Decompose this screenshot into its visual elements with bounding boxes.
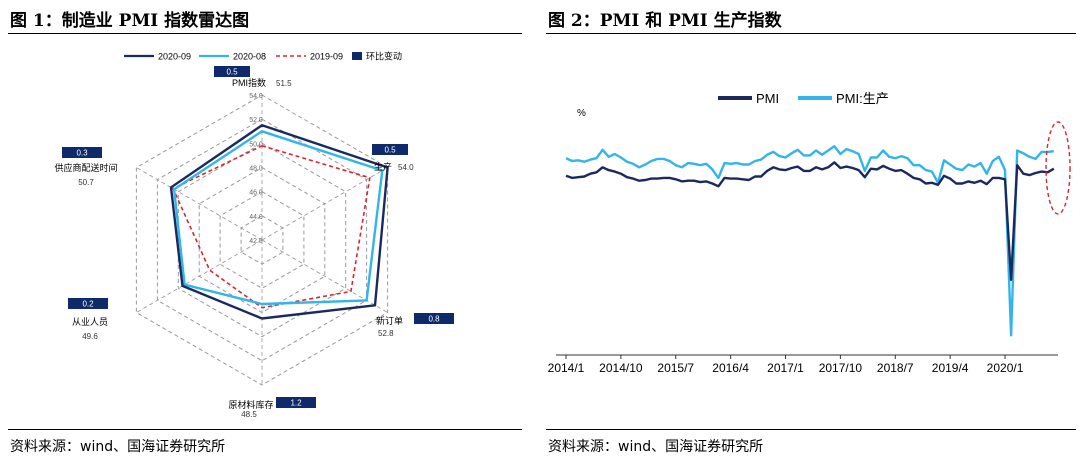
radar-series-2020-08 bbox=[172, 129, 384, 306]
radar-value-新订单: 52.8 bbox=[378, 329, 394, 338]
radar-label-原材料库存: 原材料库存 bbox=[228, 399, 273, 410]
radar-ring-label: 46.0 bbox=[249, 190, 263, 197]
legend-label-2020-09: 2020-09 bbox=[158, 52, 191, 62]
line-series-PMI bbox=[565, 161, 1055, 281]
panel1-top-rule bbox=[8, 33, 522, 34]
radar-label-PMI指数: PMI指数 bbox=[232, 77, 266, 88]
radar-spoke bbox=[136, 239, 263, 313]
x-tick-label: 2014/10 bbox=[599, 361, 643, 375]
radar-label-新订单: 新订单 bbox=[376, 315, 403, 326]
radar-ring-label: 52.0 bbox=[249, 117, 263, 124]
panel1-title: 图 1：制造业 PMI 指数雷达图 bbox=[10, 11, 250, 31]
radar-ring bbox=[177, 142, 347, 338]
panel2-title: 图 2：PMI 和 PMI 生产指数 bbox=[548, 11, 782, 31]
x-tick-label: 2015/7 bbox=[657, 361, 694, 375]
radar-ring-label: 42.0 bbox=[249, 238, 263, 245]
highlight-ellipse bbox=[1045, 121, 1071, 215]
legend-label-PMI: PMI bbox=[756, 91, 779, 106]
legend-label-2019-09: 2019-09 bbox=[310, 52, 343, 62]
panel1-source: 资料来源：wind、国海证券研究所 bbox=[10, 439, 226, 455]
radar-change-box-生产 bbox=[372, 144, 408, 155]
radar-change-value-新订单: 0.8 bbox=[428, 315, 440, 324]
line-chart-plot-group: 2530354045505560%2014/12014/102015/72016… bbox=[548, 91, 1071, 375]
panel2-bottom-rule bbox=[546, 429, 1076, 430]
line-series-PMI:生产 bbox=[565, 145, 1054, 337]
radar-change-box-供应商配送时间 bbox=[62, 147, 102, 158]
x-tick-label: 2019/4 bbox=[932, 361, 969, 375]
radar-series-2020-09 bbox=[169, 123, 389, 320]
x-tick-label: 2017/1 bbox=[767, 361, 804, 375]
radar-change-value-PMI指数: 0.5 bbox=[226, 68, 238, 77]
legend-label-2020-08: 2020-08 bbox=[233, 52, 266, 62]
x-tick-label: 2017/10 bbox=[819, 361, 863, 375]
radar-spoke bbox=[136, 167, 263, 241]
x-tick-label: 2020/1 bbox=[987, 361, 1024, 375]
radar-spoke bbox=[261, 167, 388, 241]
x-tick-label: 2014/1 bbox=[548, 361, 585, 375]
radar-value-从业人员: 49.6 bbox=[82, 332, 98, 341]
radar-change-box-原材料库存 bbox=[276, 397, 316, 408]
radar-label-生产: 生产 bbox=[374, 161, 392, 172]
radar-change-value-供应商配送时间: 0.3 bbox=[76, 149, 88, 158]
panel2-source: 资料来源：wind、国海证券研究所 bbox=[548, 439, 764, 455]
radar-label-供应商配送时间: 供应商配送时间 bbox=[54, 162, 117, 173]
y-unit-label: % bbox=[577, 108, 586, 119]
radar-ring-label: 44.0 bbox=[249, 214, 263, 221]
radar-change-box-PMI指数 bbox=[214, 66, 250, 77]
radar-ring-label: 50.0 bbox=[249, 141, 263, 148]
panel1-bottom-rule bbox=[8, 429, 522, 430]
radar-ring bbox=[135, 94, 389, 386]
radar-chart: 2020-09 2020-08 2019-09 环比变动 42.0 44.0 46.0 48.… bbox=[54, 51, 454, 419]
radar-value-供应商配送时间: 50.7 bbox=[78, 178, 94, 187]
radar-ring-label: 48.0 bbox=[249, 166, 263, 173]
legend-label-change: 环比变动 bbox=[366, 51, 402, 62]
radar-ring-label: 54.0 bbox=[249, 93, 263, 100]
line-chart: 2530354045505560%2014/12014/102015/72016… bbox=[548, 91, 1071, 375]
radar-change-value-原材料库存: 1.2 bbox=[290, 399, 302, 408]
panel2-top-rule bbox=[546, 33, 1076, 34]
radar-value-PMI指数: 51.5 bbox=[276, 79, 292, 88]
legend-swatch-change bbox=[352, 52, 362, 60]
radar-change-box-新订单 bbox=[414, 313, 454, 324]
radar-value-原材料库存: 48.5 bbox=[241, 410, 257, 419]
radar-change-box-从业人员 bbox=[68, 298, 108, 309]
x-tick-label: 2018/7 bbox=[877, 361, 914, 375]
x-tick-label: 2016/4 bbox=[712, 361, 749, 375]
radar-change-value-从业人员: 0.2 bbox=[82, 300, 94, 309]
radar-label-从业人员: 从业人员 bbox=[72, 317, 108, 327]
radar-change-value-生产: 0.5 bbox=[384, 146, 396, 155]
legend-label-PMI-production: PMI:生产 bbox=[836, 91, 889, 106]
radar-value-生产: 54.0 bbox=[398, 163, 414, 172]
radar-ring bbox=[219, 191, 305, 289]
